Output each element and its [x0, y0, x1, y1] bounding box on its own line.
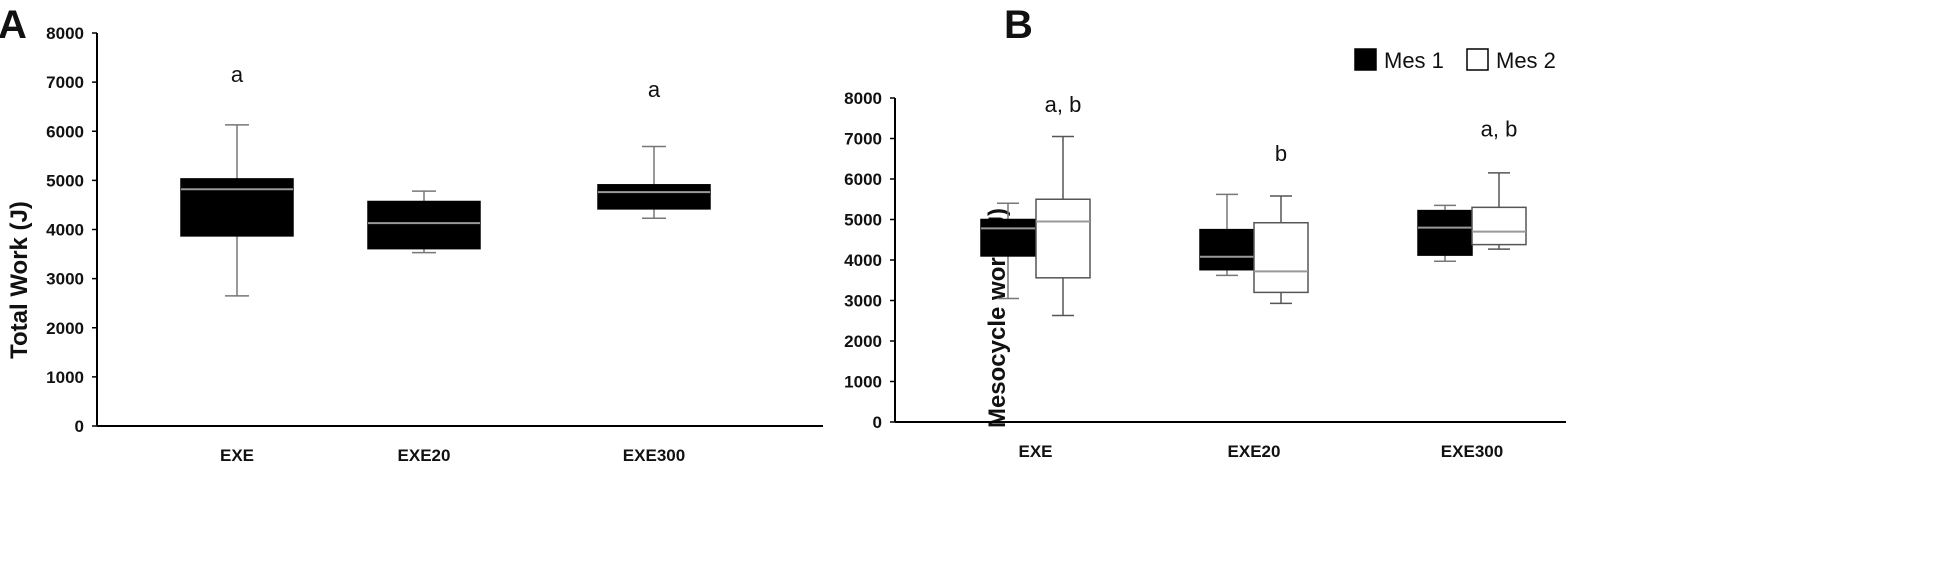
iqr-box	[1417, 209, 1473, 256]
iqr-box	[1035, 198, 1091, 279]
panel-a-y-tick-label: 5000	[46, 171, 84, 190]
panel-b-y-tick-label: 5000	[844, 211, 882, 230]
panel-b-y-tick-label: 3000	[844, 292, 882, 311]
panel-b-y-tick-label: 8000	[844, 89, 882, 108]
legend-label-mes-2: Mes 2	[1496, 48, 1556, 73]
panel-b-box-1-0	[1199, 193, 1255, 277]
panel-a-y-axis-label: Total Work (J)	[6, 201, 33, 359]
panel-a-x-tick-label: EXE	[220, 446, 254, 465]
panel-b-y-tick-label: 1000	[844, 373, 882, 392]
legend-swatch-mes-2	[1466, 48, 1489, 71]
panel-a-y-tick-label: 3000	[46, 270, 84, 289]
panel-a-box-0-0	[180, 124, 294, 297]
panel-b-y-tick-label: 0	[873, 413, 882, 432]
panel-b-y-tick-label: 2000	[844, 332, 882, 351]
panel-b-x-tick-label: EXE300	[1441, 442, 1503, 461]
panel-b-box-0-1	[1035, 135, 1091, 317]
panel-b-box-1-1	[1253, 195, 1309, 305]
panel-a-significance-label: a	[648, 77, 661, 102]
panel-a-y-tick-label: 2000	[46, 319, 84, 338]
panel-b-y-tick-label: 7000	[844, 130, 882, 149]
panel-a-label: A	[0, 3, 27, 47]
panel-a-y-tick-label: 4000	[46, 221, 84, 240]
panel-a-y-tick-label: 8000	[46, 24, 84, 43]
panel-a-y-tick-label: 7000	[46, 73, 84, 92]
legend-label-mes-1: Mes 1	[1384, 48, 1444, 73]
panel-b-y-tick-label: 6000	[844, 170, 882, 189]
legend-swatch-mes-1	[1354, 48, 1377, 71]
panel-b-box-0-0	[980, 202, 1036, 300]
panel-a-x-tick-label: EXE20	[398, 446, 451, 465]
iqr-box	[1199, 228, 1255, 271]
panel-b-label: B	[1004, 3, 1033, 47]
panel-b-significance-label: b	[1275, 141, 1287, 166]
panel-a-y-tick-label: 6000	[46, 122, 84, 141]
panel-a-box-2-0	[597, 145, 711, 219]
iqr-box	[980, 218, 1036, 257]
panel-b-y-tick-label: 4000	[844, 251, 882, 270]
panel-b-significance-label: a, b	[1045, 92, 1082, 117]
panel-a-box-1-0	[367, 190, 481, 254]
panel-a-chart: Total Work (J) 0 1000 2000 3000 4000 5000 6000…	[6, 24, 823, 465]
iqr-box	[367, 200, 481, 250]
panel-b-x-tick-label: EXE	[1018, 442, 1052, 461]
iqr-box	[180, 178, 294, 237]
panel-a-x-tick-label: EXE300	[623, 446, 685, 465]
panel-a-significance-label: a	[231, 62, 244, 87]
panel-b-x-tick-label: EXE20	[1228, 442, 1281, 461]
panel-a-y-tick-label: 0	[75, 417, 84, 436]
iqr-box	[1471, 206, 1527, 246]
panel-b-chart: Mesocycle work (J) Mes 1 Mes 2 010002000…	[844, 48, 1566, 461]
panel-a-y-tick-label: 1000	[46, 368, 84, 387]
legend: Mes 1 Mes 2	[1354, 48, 1556, 73]
iqr-box	[597, 184, 711, 210]
panel-b-significance-label: a, b	[1481, 116, 1518, 141]
iqr-box	[1253, 221, 1309, 294]
panel-b-box-2-1	[1471, 172, 1527, 250]
panel-b-box-2-0	[1417, 204, 1473, 262]
